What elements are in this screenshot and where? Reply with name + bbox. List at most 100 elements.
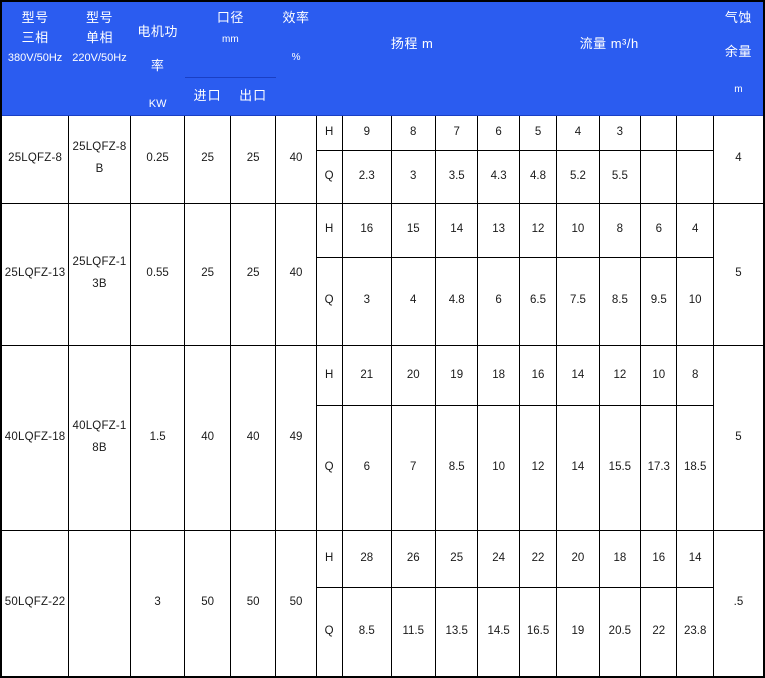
cell-flow-value: 7.5 [556, 256, 600, 346]
cell-model-three-phase: 25LQFZ-8 [0, 114, 70, 204]
header-model-three-phase: 型号 三相 380V/50Hz [0, 0, 70, 116]
cell-flow-value: 4.3 [477, 149, 520, 204]
table-row: Q 6 7 8.5 10 12 14 15.5 17.3 18.5 [1, 405, 764, 531]
header-bore: 口径 mm [184, 0, 277, 78]
header-efficiency-unit: % [291, 52, 301, 64]
cell-head-value: 10 [556, 202, 600, 258]
cell-head-value: 4 [676, 202, 714, 258]
cell-head-label: H [315, 202, 344, 258]
cell-head-value: 19 [434, 344, 479, 407]
cell-flow-label: Q [315, 587, 344, 678]
cell-flow-value: 22 [640, 587, 678, 678]
cell-model-three-phase: 25LQFZ-13 [0, 202, 70, 346]
cell-efficiency: 40 [275, 114, 317, 204]
cell-cavitation: .5 [712, 529, 765, 678]
header-bore-outlet: 出口 [229, 76, 277, 116]
cell-cavitation: 4 [712, 114, 765, 204]
header-bore-unit: mm [222, 34, 239, 46]
cell-flow-value: 6.5 [518, 256, 558, 346]
cell-efficiency: 49 [275, 344, 317, 531]
cell-flow-value: 8.5 [598, 256, 642, 346]
header-row-2: 进口 出口 [1, 76, 764, 116]
cell-head-value [640, 114, 678, 151]
cell-flow-value: 3 [390, 149, 436, 204]
header-model-three-phase-spec: 380V/50Hz [7, 52, 63, 65]
cell-bore-outlet: 25 [229, 202, 277, 346]
cell-head-value: 6 [477, 114, 520, 151]
cell-motor-power: 3 [129, 529, 186, 678]
cell-head-value: 20 [390, 344, 436, 407]
table-row: 25LQFZ-13 25LQFZ-13B 0.55 25 25 40 H 16 … [0, 202, 765, 346]
cell-flow-value: 4 [390, 256, 436, 346]
cell-bore-inlet: 25 [184, 114, 231, 204]
cell-head-value: 8 [598, 202, 642, 258]
header-motor-power-unit: KW [148, 98, 167, 111]
header-model-three-phase-title: 型号 [21, 10, 49, 25]
cell-head-value: 12 [598, 344, 642, 407]
cell-head-value: 14 [556, 344, 600, 407]
header-cavitation-title2: 余量 [724, 44, 752, 60]
cell-head-value: 12 [518, 202, 558, 258]
table-header: 型号 三相 380V/50Hz 型号 单相 220V/50Hz 电机功 率 KW… [0, 0, 765, 116]
header-motor-power: 电机功 率 KW [129, 0, 186, 116]
header-head-flow-band: 扬程 m 流量 m³/h [315, 0, 714, 116]
table-row: 40LQFZ-18 40LQFZ-18B 1.5 40 40 49 H 21 2… [0, 344, 765, 531]
cell-bore-inlet: 25 [184, 202, 231, 346]
cell-model-single-phase: 25LQFZ-13B [68, 202, 131, 346]
header-head-label: 扬程 m [390, 36, 434, 52]
cell-bore-outlet: 40 [229, 344, 277, 531]
header-bore-inlet: 进口 [184, 76, 231, 116]
table-row: Q 3 4 4.8 6 6.5 7.5 8.5 9.5 10 [1, 256, 764, 346]
header-cavitation: 气蚀 余量 m [712, 0, 765, 116]
cell-flow-value: 8.5 [342, 587, 392, 678]
table-row: Q 2.3 3 3.5 4.3 4.8 5.2 5.5 [1, 149, 764, 204]
cell-flow-value [676, 149, 714, 204]
header-flow-label: 流量 m³/h [579, 36, 639, 52]
cell-model-three-phase: 50LQFZ-22 [0, 529, 70, 678]
cell-bore-outlet: 25 [229, 114, 277, 204]
cell-head-value: 10 [640, 344, 678, 407]
cell-head-label: H [315, 114, 344, 151]
cell-model-single-phase: 25LQFZ-8B [68, 114, 131, 204]
cell-flow-value: 11.5 [390, 587, 436, 678]
cell-head-value: 28 [342, 529, 392, 589]
header-efficiency-title: 效率 [282, 10, 310, 25]
header-cavitation-title: 气蚀 [724, 10, 752, 25]
cell-flow-label: Q [315, 405, 344, 531]
cell-motor-power: 0.25 [129, 114, 186, 204]
cell-head-value: 25 [434, 529, 479, 589]
cell-flow-value: 4.8 [434, 256, 479, 346]
cell-flow-value: 19 [556, 587, 600, 678]
cell-head-value: 9 [342, 114, 392, 151]
header-motor-power-title2: 率 [150, 58, 165, 74]
cell-flow-value: 16.5 [518, 587, 558, 678]
cell-efficiency: 40 [275, 202, 317, 346]
cell-flow-value: 3.5 [434, 149, 479, 204]
cell-head-value: 15 [390, 202, 436, 258]
cell-flow-value: 23.8 [676, 587, 714, 678]
table-row: 25LQFZ-8 25LQFZ-8B 0.25 25 25 40 H 9 8 7… [0, 114, 765, 204]
cell-head-value: 8 [676, 344, 714, 407]
cell-head-label: H [315, 344, 344, 407]
header-cavitation-unit: m [734, 84, 743, 96]
cell-cavitation: 5 [712, 202, 765, 346]
cell-flow-value: 4.8 [518, 149, 558, 204]
cell-model-three-phase: 40LQFZ-18 [0, 344, 70, 531]
cell-model-single-phase [68, 529, 131, 678]
cell-flow-value: 15.5 [598, 405, 642, 531]
cell-head-value: 20 [556, 529, 600, 589]
cell-flow-value: 2.3 [342, 149, 392, 204]
cell-head-value: 8 [390, 114, 436, 151]
cell-head-value: 16 [640, 529, 678, 589]
cell-flow-value: 3 [342, 256, 392, 346]
cell-efficiency: 50 [275, 529, 317, 678]
table-row: 50LQFZ-22 3 50 50 50 H 28 26 25 24 22 20… [0, 529, 765, 678]
cell-head-value: 26 [390, 529, 436, 589]
cell-head-value: 22 [518, 529, 558, 589]
cell-flow-value: 10 [477, 405, 520, 531]
header-bore-title: 口径 [216, 10, 244, 25]
header-model-single-phase: 型号 单相 220V/50Hz [68, 0, 131, 116]
cell-head-value [676, 114, 714, 151]
cell-head-value: 7 [434, 114, 479, 151]
cell-head-value: 14 [676, 529, 714, 589]
